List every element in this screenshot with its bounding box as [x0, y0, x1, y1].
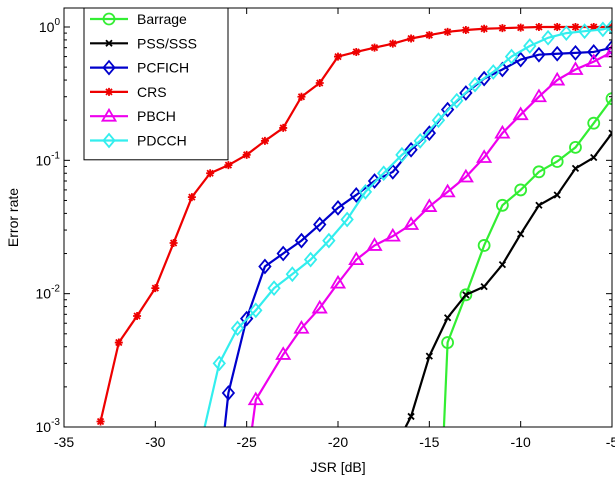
data-point — [224, 161, 232, 169]
legend-label: PCFICH — [137, 60, 189, 76]
x-axis-label: JSR [dB] — [310, 459, 365, 475]
data-point — [444, 28, 452, 36]
data-point — [151, 284, 159, 292]
data-point — [206, 169, 214, 177]
legend-label: PDCCH — [137, 133, 187, 149]
series-line — [225, 48, 612, 427]
data-point — [261, 137, 269, 145]
series-line — [406, 133, 612, 427]
data-point — [279, 124, 287, 132]
x-tick-label: -5 — [606, 434, 615, 450]
x-tick-label: -20 — [328, 434, 348, 450]
data-point — [389, 40, 397, 48]
x-tick-label: -15 — [419, 434, 439, 450]
data-point — [425, 31, 433, 39]
x-tick-label: -10 — [511, 434, 531, 450]
data-point — [571, 23, 579, 31]
series-pss-sss — [406, 130, 615, 427]
data-point — [316, 79, 324, 87]
series-barrage — [442, 93, 615, 427]
series-pcfich — [223, 41, 615, 427]
legend-label: PBCH — [137, 108, 176, 124]
legend-marker — [105, 88, 113, 96]
y-tick-label: 10-1 — [36, 150, 61, 168]
data-point — [297, 93, 305, 101]
data-point — [553, 23, 561, 31]
data-point — [243, 151, 251, 159]
x-tick-label: -35 — [54, 434, 74, 450]
data-point — [352, 48, 360, 56]
data-point — [170, 239, 178, 247]
data-point — [498, 24, 506, 32]
data-point — [480, 25, 488, 33]
legend-label: Barrage — [137, 11, 187, 27]
data-point — [188, 193, 196, 201]
data-point — [407, 34, 415, 42]
y-tick-label: 10-3 — [36, 417, 61, 435]
data-point — [517, 24, 525, 32]
data-point — [334, 53, 342, 61]
data-point — [462, 26, 470, 34]
data-point — [97, 417, 105, 425]
x-tick-label: -25 — [237, 434, 257, 450]
data-point — [133, 312, 141, 320]
series-line — [444, 99, 612, 427]
y-axis-label: Error rate — [5, 188, 21, 247]
data-point — [115, 339, 123, 347]
x-tick-label: -30 — [145, 434, 165, 450]
y-tick-label: 10-2 — [36, 284, 61, 302]
y-tick-label: 100 — [39, 17, 61, 35]
data-point — [535, 23, 543, 31]
chart-legend: Barrage PSS/SSS PCFICH CRS PBCH PDCCH — [84, 8, 228, 160]
data-point — [371, 44, 379, 52]
legend-label: PSS/SSS — [137, 35, 197, 51]
legend-label: CRS — [137, 84, 167, 100]
